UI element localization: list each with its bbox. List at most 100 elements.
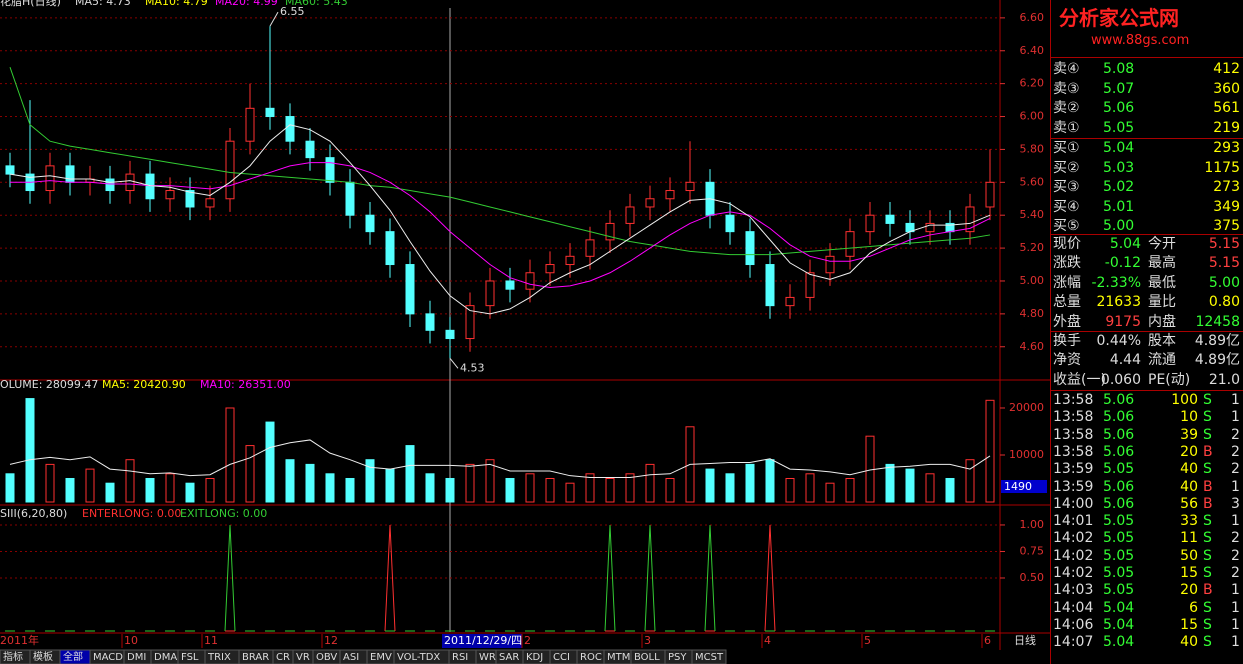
volume-bar (485, 459, 495, 503)
tick-price: 5.06 (1103, 409, 1135, 426)
volume-bar (985, 399, 995, 503)
stat-value: -0.12 (1104, 255, 1141, 272)
book-volume: 360 (1213, 80, 1240, 97)
separator (1051, 57, 1243, 58)
stat-value: 21.0 (1208, 371, 1240, 388)
tab-label: MACD (93, 652, 123, 663)
volume-bar (45, 463, 55, 503)
tick-price: 5.04 (1103, 634, 1135, 651)
tick-count: 1 (1231, 582, 1240, 599)
tab-label: MTM (607, 652, 630, 663)
tick-side: S (1203, 461, 1212, 478)
y-tick-label: 4.60 (1020, 340, 1045, 353)
stat-value: 0.44% (1096, 333, 1141, 349)
book-volume: 1175 (1204, 159, 1240, 176)
volume-bar (205, 477, 215, 503)
volume-bar (865, 435, 875, 503)
tab-label: OBV (316, 652, 337, 663)
volume-bar (625, 473, 635, 503)
book-price: 5.04 (1103, 140, 1135, 156)
candle-body (625, 206, 635, 224)
candle-body (345, 181, 355, 216)
book-label: 买⑤ (1053, 218, 1080, 234)
tick-side: B (1203, 478, 1213, 495)
stat-label: 外盘 (1053, 313, 1081, 330)
candle-body (145, 173, 155, 200)
tab-label: 指标 (3, 650, 23, 663)
volume-bar (565, 482, 575, 503)
tick-price: 5.05 (1103, 513, 1135, 530)
annotation-leader (449, 357, 459, 369)
volume-bar (605, 477, 615, 503)
stat-label: 收益(一) (1053, 371, 1106, 388)
tick-volume: 15 (1180, 565, 1198, 581)
candle-body (325, 157, 335, 183)
candle-body (5, 165, 15, 175)
book-volume: 561 (1213, 100, 1240, 116)
candle-body (545, 264, 555, 274)
volume-bar (585, 473, 595, 503)
volume-bar (385, 468, 395, 503)
tick-count: 1 (1231, 513, 1240, 530)
candle-body (225, 140, 235, 200)
tick-volume: 33 (1180, 513, 1198, 530)
book-price: 5.01 (1103, 198, 1135, 215)
book-volume: 375 (1213, 218, 1240, 234)
tick-count: 2 (1231, 530, 1240, 547)
tab-label: 全部 (63, 650, 83, 663)
stat-label: 量比 (1148, 294, 1176, 311)
candle-body (265, 107, 275, 118)
stat-value: 9175 (1105, 313, 1141, 330)
y-tick-label: 4.80 (1020, 307, 1045, 320)
volume-bar (265, 421, 275, 503)
stat-value: 0.060 (1100, 371, 1141, 388)
tick-side: S (1203, 599, 1212, 616)
tab-label: BRAR (242, 652, 269, 663)
candle-body (205, 198, 215, 208)
tick-volume: 56 (1180, 495, 1198, 512)
tick-time: 13:58 (1053, 392, 1094, 408)
separator (1051, 331, 1243, 332)
candle-body (865, 214, 875, 233)
tick-volume: 50 (1180, 547, 1198, 564)
tab-label: CCI (553, 652, 570, 663)
date-label: 5 (864, 634, 871, 647)
signal-spike (704, 524, 716, 632)
candle-body (885, 214, 895, 224)
logo-url: www.88gs.com (1091, 33, 1190, 48)
tick-time: 14:03 (1053, 582, 1094, 599)
tick-price: 5.06 (1103, 392, 1135, 408)
chart-title: 花脂H(日线) (0, 0, 61, 8)
tick-volume: 20 (1180, 582, 1198, 599)
tick-count: 2 (1231, 443, 1240, 460)
date-label: 3 (644, 634, 651, 647)
volume-bar (645, 463, 655, 503)
book-volume: 412 (1213, 61, 1240, 77)
volume-bar (25, 398, 35, 503)
stat-label: 股本 (1148, 333, 1176, 349)
tick-side: S (1203, 565, 1212, 581)
candle-body (445, 329, 455, 340)
candle-body (565, 255, 575, 266)
tick-time: 14:00 (1053, 495, 1094, 512)
book-volume: 273 (1213, 179, 1240, 195)
chart-area: 4.60 4.80 5.00 5.20 5.40 5.60 5.80 6.00 6.20 6.40… (0, 0, 1050, 664)
volume-bar (285, 459, 295, 503)
stat-label: 总量 (1053, 294, 1081, 311)
candle-body (925, 222, 935, 233)
ma5-line (9, 124, 991, 315)
separator (1051, 138, 1243, 139)
book-volume: 349 (1213, 198, 1240, 215)
ma-label: MA20: 4.99 (215, 0, 278, 8)
tick-price: 5.05 (1103, 565, 1135, 581)
tick-side: S (1203, 634, 1212, 651)
crosshair-date-box (442, 634, 522, 648)
tick-volume: 6 (1189, 599, 1198, 616)
tick-side: S (1203, 547, 1212, 564)
stat-label: 换手 (1053, 333, 1081, 349)
tick-volume: 39 (1180, 426, 1198, 443)
tab[interactable] (691, 649, 727, 664)
y-tick-label: 5.20 (1020, 241, 1045, 254)
tick-time: 13:59 (1053, 461, 1094, 478)
